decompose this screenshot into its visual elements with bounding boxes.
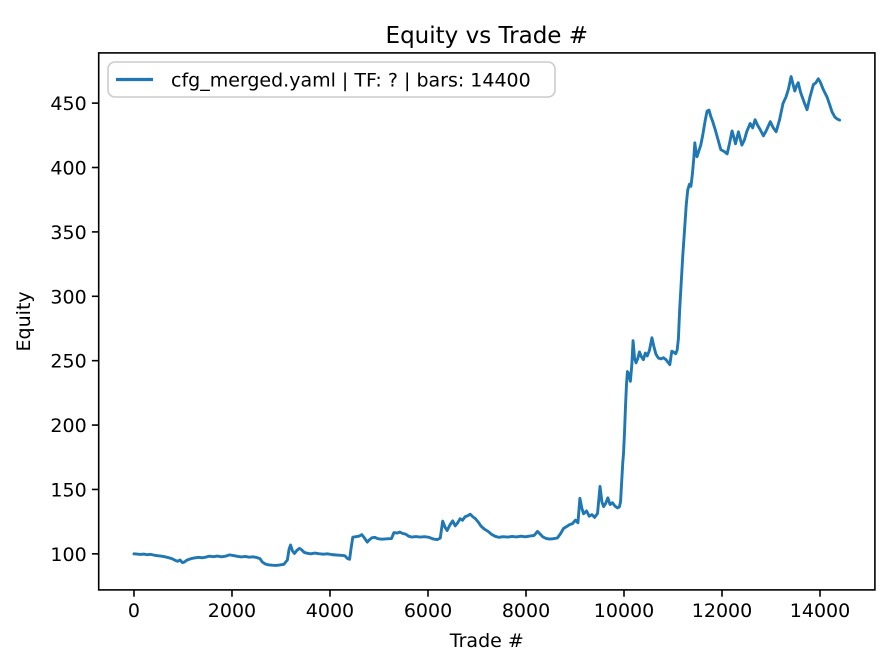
plot-border [97, 52, 876, 591]
y-tick-label: 200 [50, 415, 86, 437]
x-tick-label: 2000 [208, 600, 256, 622]
y-axis-ticks: 100 150 200 250 300 350 400 450 [50, 93, 99, 566]
equity-line-series [132, 75, 842, 567]
x-tick-label: 0 [128, 600, 140, 622]
chart-title: Equity vs Trade # [386, 23, 589, 49]
y-tick-label: 300 [50, 286, 86, 308]
y-tick-label: 350 [50, 222, 86, 244]
y-tick-label: 250 [50, 351, 86, 373]
y-tick-label: 150 [50, 479, 86, 501]
legend: cfg_merged.yaml | TF: ? | bars: 14400 [107, 61, 556, 98]
x-axis-ticks: 0 2000 4000 6000 8000 10000 12000 14000 [128, 589, 850, 622]
y-tick-label: 100 [50, 544, 86, 566]
x-tick-label: 10000 [594, 600, 654, 622]
x-tick-label: 6000 [404, 600, 452, 622]
x-axis-label: Trade # [449, 630, 524, 652]
legend-box [107, 61, 556, 98]
legend-entry-label: cfg_merged.yaml | TF: ? | bars: 14400 [171, 70, 531, 92]
y-axis-label: Equity [13, 291, 35, 351]
y-tick-label: 450 [50, 93, 86, 115]
x-tick-label: 14000 [790, 600, 850, 622]
x-tick-label: 8000 [502, 600, 550, 622]
x-tick-label: 4000 [306, 600, 354, 622]
y-tick-label: 400 [50, 158, 86, 180]
x-tick-label: 12000 [692, 600, 752, 622]
